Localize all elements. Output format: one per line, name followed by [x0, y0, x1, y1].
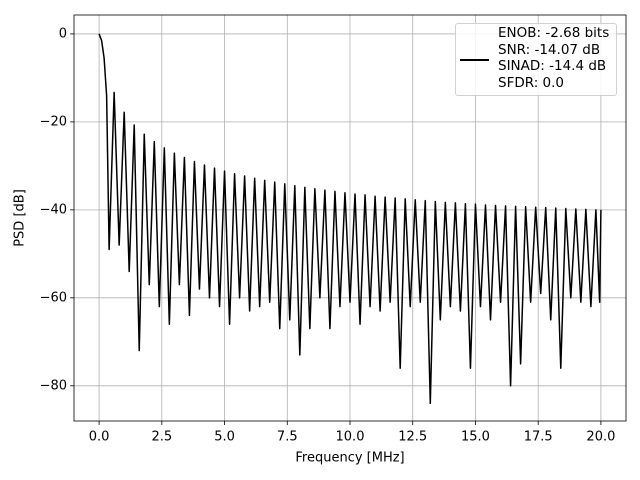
x-axis-label: Frequency [MHz] — [295, 451, 404, 466]
x-tick-label: 2.5 — [151, 430, 172, 445]
line-series — [98, 33, 602, 405]
legend-swatch — [460, 59, 489, 61]
x-tick-label: 10.0 — [336, 430, 365, 445]
y-tick-label: −60 — [40, 290, 67, 305]
y-tick-label: −80 — [40, 378, 67, 393]
x-tick-label: 17.5 — [524, 430, 553, 445]
x-tick-label: 20.0 — [586, 430, 615, 445]
x-tick-label: 5.0 — [214, 430, 235, 445]
plot-frame — [73, 14, 627, 422]
x-tick-label: 15.0 — [461, 430, 490, 445]
x-tick-label: 7.5 — [277, 430, 298, 445]
y-tick-label: −40 — [40, 202, 67, 217]
legend: ENOB: -2.68 bits SNR: -14.07 dB SINAD: -… — [455, 23, 617, 96]
y-tick-label: 0 — [59, 26, 67, 41]
legend-label: ENOB: -2.68 bits SNR: -14.07 dB SINAD: -… — [498, 25, 610, 91]
x-tick-label: 0.0 — [89, 430, 110, 445]
x-tick-label: 12.5 — [398, 430, 427, 445]
y-tick-label: −20 — [40, 114, 67, 129]
y-axis-label: PSD [dB] — [13, 189, 28, 247]
